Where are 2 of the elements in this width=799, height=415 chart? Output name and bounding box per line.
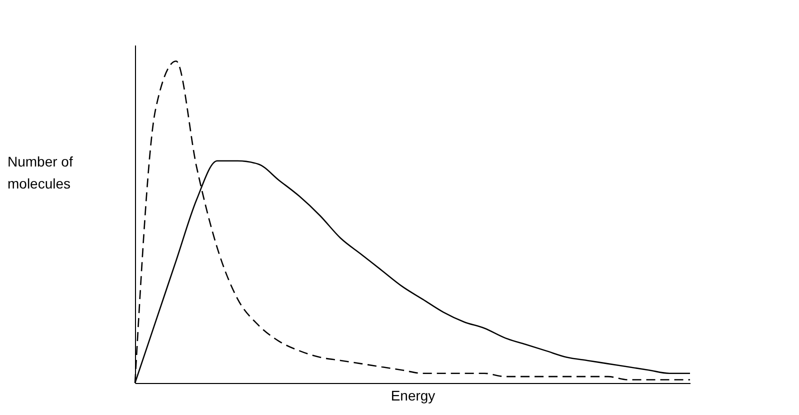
x-axis-title: Energy [390,388,436,404]
y-axis-title: Number of molecules [8,154,73,192]
